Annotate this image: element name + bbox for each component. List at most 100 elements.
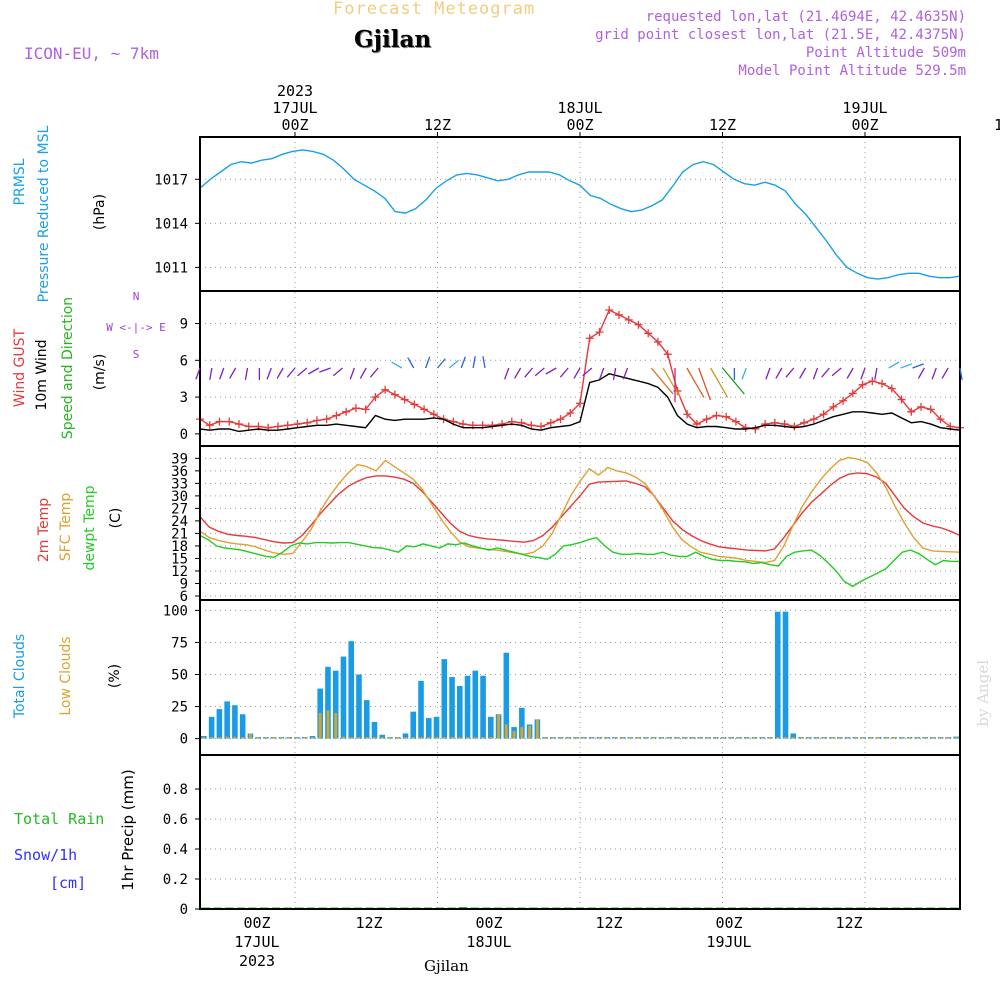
gust-marker [576, 399, 584, 408]
gust-marker [244, 422, 253, 431]
wind-direction-arrow [559, 367, 569, 378]
wind-direction-arrow [799, 367, 807, 379]
bar [224, 701, 230, 739]
bar [621, 737, 625, 739]
bottom-time-label: 12Z [835, 914, 862, 932]
bar [342, 736, 345, 739]
y-tick-label: 12 [171, 564, 188, 580]
bottom-time-label: 12Z [595, 914, 622, 932]
wind-direction-arrow [349, 367, 355, 380]
bar [551, 737, 555, 739]
wind-direction-arrow [888, 361, 900, 369]
y-tick-label: 50 [171, 668, 188, 684]
gust-marker [429, 410, 438, 419]
bar [590, 737, 594, 739]
wind-direction-arrow [741, 367, 747, 380]
wind-direction-arrow [612, 367, 617, 380]
panel-axis-label: 2m Temp [36, 498, 52, 562]
bar [442, 737, 446, 739]
bar [233, 736, 237, 739]
series-line [199, 472, 961, 552]
bar [365, 737, 369, 739]
bar [249, 733, 252, 739]
gust-marker [361, 405, 370, 414]
gust-marker [215, 417, 224, 426]
bar [729, 737, 733, 739]
bar [559, 737, 563, 739]
y-tick-label: 0.2 [163, 872, 188, 888]
gust-marker [342, 407, 351, 416]
bar [481, 737, 485, 739]
panel-axis-label: Pressure Reduced to MSL [36, 125, 52, 302]
bar [660, 737, 663, 739]
wind-direction-arrow [785, 367, 795, 378]
bar [241, 737, 245, 739]
bar [373, 737, 376, 739]
gust-marker [605, 306, 614, 315]
bar [519, 707, 525, 739]
gust-marker [283, 421, 292, 430]
bar [582, 737, 586, 739]
bar [489, 737, 493, 739]
bar [457, 686, 463, 739]
y-tick-label: 1014 [154, 216, 188, 232]
wind-direction-arrow [391, 361, 403, 369]
gust-marker [420, 405, 429, 414]
bar [295, 737, 299, 739]
gust-marker [322, 415, 331, 424]
gust-marker [556, 415, 565, 424]
wind-direction-arrow [359, 367, 367, 379]
y-tick-label: 6 [180, 589, 188, 605]
bar [954, 737, 958, 739]
y-tick-label: 9 [180, 576, 188, 592]
bar [807, 737, 811, 739]
bar [435, 737, 438, 739]
y-tick-label: 36 [171, 464, 188, 480]
wind-direction-arrow [821, 367, 830, 378]
bar [745, 737, 749, 739]
model-label: ICON-EU, ~ 7km [24, 44, 159, 63]
panel-axis-label: (%) [107, 664, 123, 688]
bar [425, 718, 432, 739]
wind-direction-arrow [425, 356, 431, 369]
panel-axis-label: 10m Wind [34, 339, 50, 410]
wind-direction-arrow [308, 367, 320, 375]
panel-axis-label: (m/s) [92, 354, 108, 391]
wind-direction-arrow [959, 367, 963, 380]
wind-direction-arrow [195, 367, 201, 380]
bar [535, 719, 539, 739]
wind-direction-arrow [831, 367, 842, 377]
gust-marker [566, 409, 575, 418]
bar [380, 737, 384, 739]
bottom-time-label: 12Z [355, 914, 382, 932]
y-tick-label: 0.4 [163, 842, 188, 858]
gust-marker [692, 420, 701, 429]
bar [877, 737, 880, 739]
gust-marker [829, 402, 838, 411]
top-time-label: 12Z [424, 116, 451, 134]
bar [325, 666, 331, 739]
bar [939, 737, 943, 739]
bar [737, 737, 741, 739]
bottom-time-label: 00Z [475, 914, 502, 932]
wind-direction-arrow [662, 367, 681, 398]
wind-direction-arrow [266, 367, 272, 380]
bar [379, 734, 386, 739]
gust-marker [907, 407, 916, 416]
bar [784, 737, 787, 739]
bar [853, 737, 857, 739]
gust-marker [751, 424, 760, 433]
y-tick-label: 6 [180, 353, 188, 369]
bar [232, 705, 238, 739]
bar [272, 737, 276, 739]
y-tick-label: 100 [163, 603, 188, 619]
wind-direction-arrow [369, 367, 379, 378]
series-line [199, 534, 960, 588]
panel-axis-label: Wind GUST [12, 328, 28, 407]
wind-direction-arrow [545, 367, 557, 375]
bar [473, 737, 477, 739]
gust-marker [595, 328, 604, 337]
panel-axis-label: Total Clouds [12, 634, 28, 719]
bar [449, 677, 455, 739]
bar [357, 737, 361, 739]
